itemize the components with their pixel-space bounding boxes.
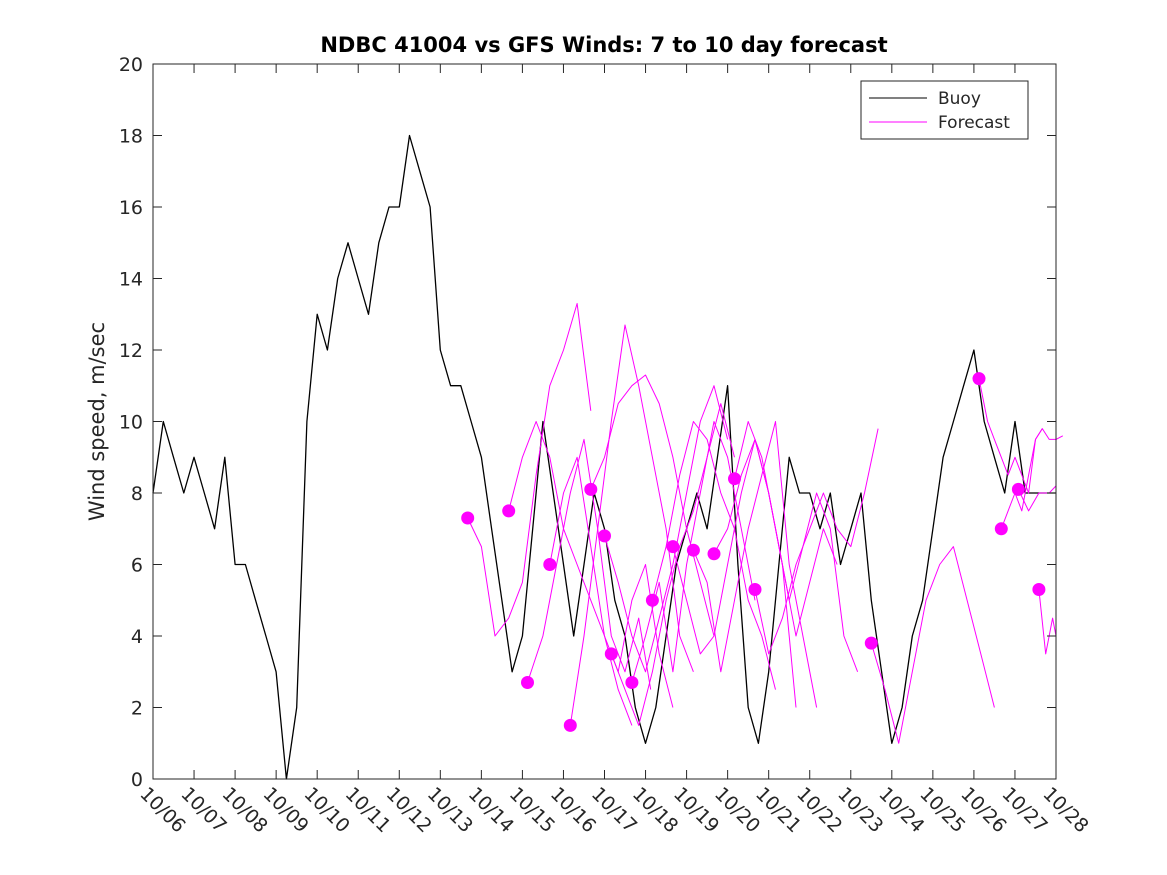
forecast-start-marker [543, 558, 557, 571]
forecast-start-marker [994, 522, 1008, 536]
x-tick-label: 10/26 [956, 783, 1010, 837]
x-tick-label: 10/28 [1038, 783, 1092, 837]
forecast-markers [461, 372, 1046, 732]
forecast-series-line [870, 546, 995, 744]
x-tick-label: 10/24 [874, 783, 928, 837]
y-tick-label: 18 [119, 126, 143, 148]
forecast-start-marker [521, 676, 534, 689]
plot-background [153, 64, 1056, 779]
legend-box [860, 80, 1029, 140]
x-tick-label: 10/20 [710, 783, 764, 837]
x-tick-label: 10/23 [833, 783, 887, 837]
x-tick-label: 10/07 [177, 783, 231, 837]
forecast-series-line [734, 421, 859, 672]
x-tick-label: 10/09 [259, 783, 313, 837]
forecast-series-line [651, 421, 776, 690]
forecast-series-line [467, 303, 592, 637]
forecast-start-marker [625, 676, 639, 689]
x-tick-label: 10/17 [587, 783, 641, 837]
forecast-series-line [569, 324, 694, 726]
buoy-series-line [152, 134, 1056, 780]
y-tick-label: 0 [131, 769, 143, 791]
forecast-start-marker [1011, 482, 1025, 496]
forecast-start-marker [686, 543, 700, 557]
forecast-start-marker [666, 540, 680, 554]
forecast-start-marker [461, 511, 475, 525]
x-tick-label: 10/08 [218, 783, 272, 837]
x-tick-label: 10/14 [464, 783, 518, 837]
y-tick-label: 2 [131, 698, 143, 720]
forecast-start-marker [584, 482, 598, 496]
forecast-series-line [1017, 485, 1057, 512]
y-tick-label: 10 [119, 412, 143, 434]
legend-label-buoy: Buoy [938, 89, 981, 109]
forecast-series-line [754, 428, 879, 655]
x-tick-label: 10/18 [628, 783, 682, 837]
x-tick-label: 10/11 [341, 783, 395, 837]
x-tick-label: 10/12 [382, 783, 436, 837]
forecast-series-line [604, 385, 729, 673]
x-tick-label: 10/22 [792, 783, 846, 837]
y-axis: 0 2 4 6 8 10 12 14 16 18 20 [119, 54, 1056, 791]
forecast-start-marker [728, 472, 741, 486]
forecast-start-marker [645, 593, 659, 607]
forecast-series-line [631, 421, 756, 683]
x-tick-label: 10/21 [751, 783, 805, 837]
x-tick-label: 10/06 [135, 783, 189, 837]
chart-title: NDBC 41004 vs GFS Winds: 7 to 10 day for… [320, 33, 887, 57]
x-tick-label: 10/15 [505, 783, 559, 837]
forecast-start-marker [598, 529, 611, 543]
y-tick-label: 20 [119, 54, 143, 76]
forecast-start-marker [972, 372, 986, 386]
y-tick-label: 12 [119, 340, 143, 362]
y-tick-label: 8 [131, 483, 143, 505]
y-tick-label: 4 [131, 626, 143, 648]
forecast-start-marker [502, 504, 516, 518]
legend-label-forecast: Forecast [938, 113, 1010, 133]
plot-area: 10/0610/0710/0810/0910/1010/1110/1210/13… [119, 54, 1093, 837]
legend: Buoy Forecast [860, 80, 1029, 140]
forecast-start-marker [1032, 583, 1046, 596]
series-layer [152, 134, 1064, 780]
forecast-start-marker [604, 647, 618, 661]
y-axis-label: Wind speed, m/sec [85, 322, 109, 521]
forecast-start-marker [563, 718, 577, 732]
y-tick-label: 16 [119, 197, 143, 219]
x-tick-label: 10/16 [546, 783, 600, 837]
x-tick-label: 10/13 [423, 783, 477, 837]
y-tick-label: 6 [131, 555, 143, 577]
forecast-start-marker [864, 636, 878, 650]
forecast-start-marker [707, 547, 721, 561]
forecast-series-line [610, 403, 735, 726]
y-tick-label: 14 [119, 269, 143, 291]
forecast-series-line [1000, 428, 1064, 529]
forecast-start-marker [748, 583, 762, 596]
x-tick-label: 10/19 [669, 783, 723, 837]
x-tick-label: 10/25 [915, 783, 969, 837]
forecast-series-line [692, 421, 818, 708]
forecast-series-line [508, 421, 633, 726]
forecast-series-line [978, 378, 1043, 494]
x-tick-label: 10/27 [997, 783, 1051, 837]
x-tick-label: 10/10 [300, 783, 354, 837]
